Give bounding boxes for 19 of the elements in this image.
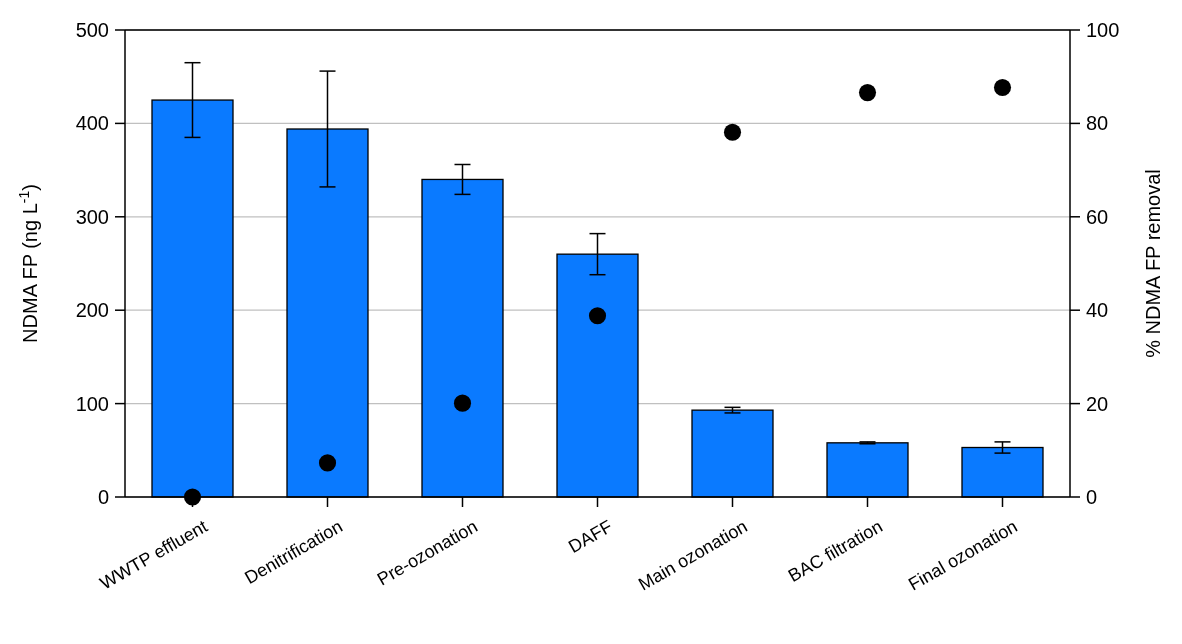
point [993, 78, 1012, 96]
y2-tick-label: 80 [1086, 112, 1109, 135]
y-tick-label: 300 [75, 205, 109, 228]
y2-tick-label: 20 [1086, 392, 1109, 415]
y2-tick-label: 100 [1086, 19, 1120, 41]
point [318, 454, 337, 472]
y2-axis-title: % NDMA FP removal [1142, 169, 1164, 358]
y-tick-label: 100 [75, 392, 109, 415]
point [588, 307, 607, 325]
point [453, 394, 472, 412]
y-tick-label: 400 [75, 112, 109, 135]
point [858, 84, 877, 102]
y-tick-label: 0 [97, 486, 109, 508]
y2-tick-label: 60 [1086, 205, 1109, 228]
point [723, 123, 742, 141]
y2-tick-label: 0 [1086, 486, 1098, 508]
y-tick-label: 500 [75, 19, 109, 41]
y2-tick-label: 40 [1086, 299, 1109, 322]
y-tick-label: 200 [75, 299, 109, 322]
